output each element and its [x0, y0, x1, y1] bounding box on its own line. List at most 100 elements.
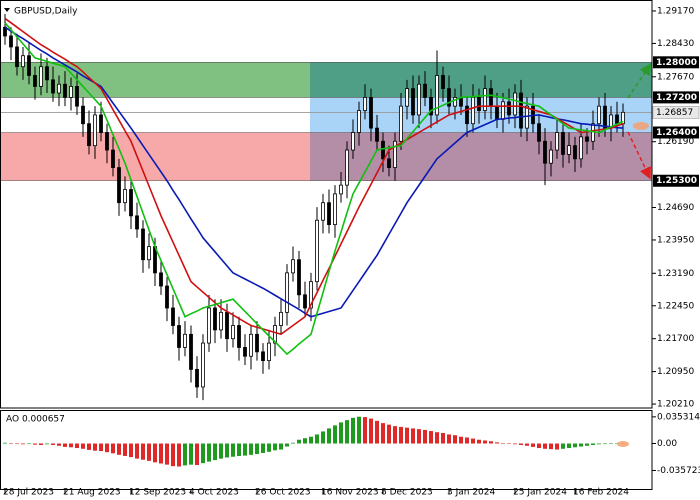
candle-body [585, 136, 589, 142]
candle-body [267, 342, 271, 362]
ao-bar [573, 443, 577, 448]
candle-body [63, 83, 67, 98]
ao-bar [615, 443, 619, 444]
y-tick-label: 1.24690 [657, 203, 694, 213]
ao-bar [471, 438, 475, 444]
ao-bar [525, 443, 529, 446]
candle-body [135, 215, 139, 230]
candle-body [9, 35, 13, 48]
candle-body [99, 114, 103, 133]
y-tick-label: 1.26190 [657, 137, 694, 147]
ao-bar [555, 443, 559, 450]
candle-body [519, 92, 523, 129]
candle-body [27, 55, 31, 76]
ao-bar [339, 422, 343, 444]
ao-marker [617, 441, 629, 447]
ao-bar [153, 443, 157, 463]
candle-body [339, 184, 343, 195]
candle-body [57, 83, 61, 94]
candle-body [477, 96, 481, 111]
ao-bar [45, 443, 49, 445]
candle-body [381, 140, 385, 160]
candle-body [351, 132, 355, 151]
ao-bar [111, 443, 115, 454]
ao-bar [33, 443, 37, 445]
ao-bar [381, 423, 385, 444]
ao-bar [57, 443, 61, 446]
ao-bar [201, 443, 205, 464]
ao-bar [423, 429, 427, 444]
down-arrow [627, 131, 651, 180]
candle-body [237, 325, 241, 348]
ao-bar [231, 443, 235, 457]
zone-left [0, 132, 310, 181]
candle-body [249, 333, 253, 357]
candle-body [315, 219, 319, 283]
ao-bar [357, 416, 361, 444]
candle-body [141, 228, 145, 261]
ao-bar [93, 443, 97, 451]
ao-bar [315, 434, 319, 444]
ao-bar [597, 443, 601, 445]
candle-body [105, 132, 109, 151]
level-label-box [653, 174, 699, 187]
candle-body [597, 105, 601, 125]
candle-body [231, 325, 235, 340]
ao-bar [171, 443, 175, 467]
ao-bar [141, 443, 145, 460]
candles [3, 14, 625, 401]
ao-bar [189, 443, 193, 465]
ao-bar [87, 443, 91, 450]
candle-body [75, 86, 79, 107]
ao-bar [27, 443, 31, 445]
ao-bar [579, 443, 583, 447]
level-label: 1.27200 [656, 93, 697, 103]
candle-body [33, 75, 37, 87]
ao-bar [405, 427, 409, 444]
ao-bar [447, 434, 451, 444]
candle-body [213, 307, 217, 331]
y-tick-label: 1.29170 [657, 6, 694, 16]
ma-line [4, 26, 624, 318]
candle-body [561, 132, 565, 155]
ao-bar [165, 443, 169, 465]
candle-body [369, 96, 373, 129]
candle-body [483, 88, 487, 111]
candle-body [219, 311, 223, 331]
ao-bar [309, 436, 313, 444]
ao-bar [225, 443, 229, 458]
candle-body [567, 145, 571, 155]
up-arrow [627, 63, 652, 99]
moving-averages [4, 17, 624, 356]
ao-bar [543, 443, 547, 449]
candle-body [165, 285, 169, 309]
candle-body [399, 105, 403, 142]
x-tick-label: 28 Jul 2023 [3, 488, 54, 498]
ao-bar [483, 440, 487, 444]
level-label: 1.25300 [656, 176, 697, 186]
x-tick-label: 8 Dec 2023 [381, 488, 433, 498]
candle-body [501, 101, 505, 120]
candle-body [513, 92, 517, 116]
candle-body [21, 55, 25, 68]
candle-body [129, 189, 133, 217]
candle-body [201, 342, 205, 388]
chart-title: GBPUSD,Daily [14, 7, 78, 17]
candle-body [465, 105, 469, 125]
candle-body [297, 259, 301, 296]
ao-bar [99, 443, 103, 452]
candle-body [81, 105, 85, 125]
ao-bar [63, 443, 67, 447]
ma-line [4, 17, 624, 336]
x-tick-label: 26 Oct 2023 [255, 488, 311, 498]
ao-bar [531, 443, 535, 447]
candle-body [303, 294, 307, 309]
menu-triangle [4, 8, 10, 12]
candle-body [225, 311, 229, 340]
ao-bar [255, 443, 259, 455]
ao-bar [3, 442, 7, 444]
ao-bar [135, 443, 139, 459]
ao-bar [417, 429, 421, 444]
ao-bar [501, 443, 505, 444]
ao-bar [435, 432, 439, 444]
